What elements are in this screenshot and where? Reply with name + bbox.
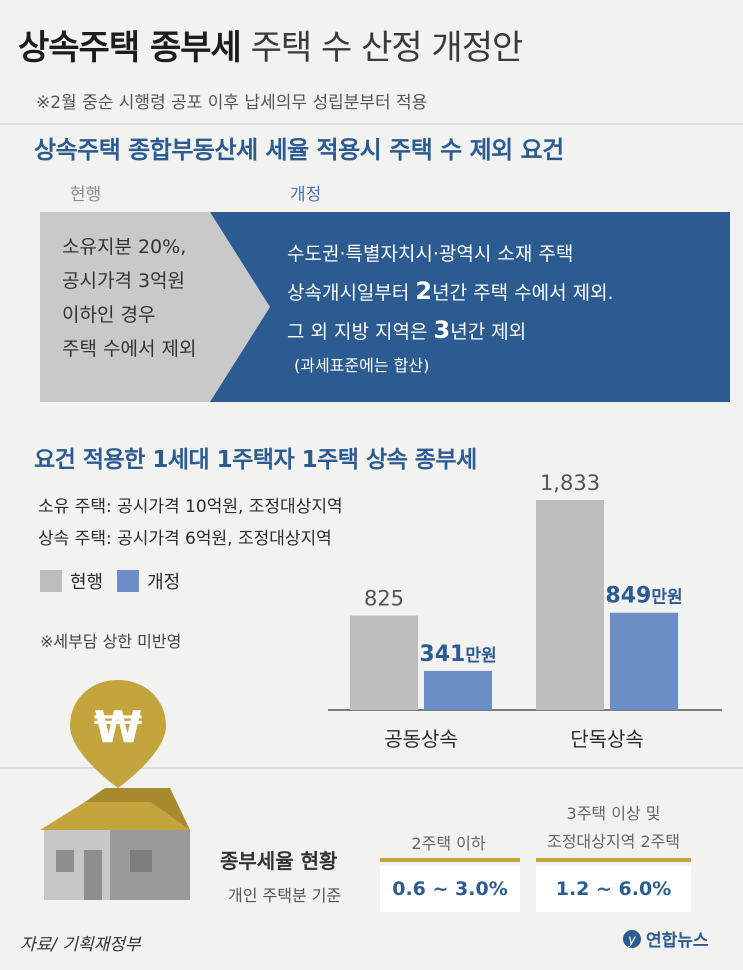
section2-title: 요건 적용한 1세대 1주택자 1주택 상속 종부세	[34, 447, 477, 473]
house-icon: ₩	[40, 680, 190, 900]
source-note: 자료/ 기획재정부	[20, 935, 141, 955]
legend-revised: 개정	[117, 568, 180, 594]
revised-text: 수도권·특별자치시·광역시 소재 주택 상속개시일부터 2년간 주택 수에서 제…	[287, 236, 614, 351]
gold-divider	[380, 858, 520, 862]
current-label: 현행	[70, 185, 102, 205]
bar-value-label: 1,833	[540, 471, 600, 495]
current-text: 소유지분 20%, 공시가격 3억원 이하인 경우 주택 수에서 제외	[62, 230, 196, 366]
current-line: 주택 수에서 제외	[62, 338, 197, 360]
current-line: 공시가격 3억원	[62, 270, 186, 292]
bar-revised	[610, 612, 678, 710]
bar-value-unit: 만원	[651, 588, 682, 608]
bar-value-label: 341만원	[419, 642, 496, 667]
revised-label: 개정	[290, 185, 322, 205]
legend-current: 현행	[40, 568, 103, 594]
page-subtitle: ※2월 중순 시행령 공포 이후 납세의무 성립분부터 적용	[36, 93, 428, 113]
legend-swatch-current	[40, 570, 62, 592]
chart-legend: 현행 개정	[40, 568, 194, 594]
revised-note: (과세표준에는 합산)	[294, 356, 430, 375]
bar-value-label: 849만원	[605, 584, 682, 609]
revised-box	[210, 212, 730, 402]
category-label: 단독상속	[570, 727, 644, 751]
rate-col2-value: 1.2 ~ 6.0%	[536, 866, 691, 912]
title-bold: 상속주택 종부세	[18, 28, 242, 68]
svg-text:y: y	[627, 933, 636, 948]
revised-line: 그 외 지방 지역은 3년간 제외	[287, 316, 527, 344]
owned-house-info: 소유 주택: 공시가격 10억원, 조정대상지역	[38, 497, 343, 517]
section1-title: 상속주택 종합부동산세 세율 적용시 주택 수 제외 요건	[34, 136, 564, 164]
rate-col1-value: 0.6 ~ 3.0%	[380, 866, 520, 912]
revised-line: 수도권·특별자치시·광역시 소재 주택	[287, 243, 574, 265]
bar-value-label: 825	[364, 586, 404, 610]
logo: y 연합뉴스	[622, 926, 709, 951]
bar-value-unit: 만원	[465, 646, 496, 666]
chart-note: ※세부담 상한 미반영	[40, 632, 182, 651]
rate-label: 종부세율 현황	[220, 849, 338, 873]
bar-current	[536, 500, 604, 710]
rate-col2-head: 3주택 이상 및 조정대상지역 2주택	[546, 804, 681, 851]
rate-col1-head: 2주택 이하	[411, 834, 486, 853]
inherited-house-info: 상속 주택: 공시가격 6억원, 조정대상지역	[38, 529, 332, 549]
bar-current	[350, 615, 418, 710]
bar-revised	[424, 670, 492, 710]
divider	[0, 767, 743, 769]
svg-text:₩: ₩	[94, 702, 143, 753]
logo-icon: y	[623, 929, 641, 948]
category-label: 공동상속	[384, 727, 458, 751]
current-line: 이하인 경우	[62, 304, 156, 326]
current-line: 소유지분 20%,	[62, 236, 187, 258]
rate-sub: 개인 주택분 기준	[228, 886, 342, 905]
divider	[0, 123, 743, 125]
legend-swatch-revised	[117, 570, 140, 592]
page-title: 상속주택 종부세 주택 수 산정 개정안	[18, 20, 524, 69]
revised-line: 상속개시일부터 2년간 주택 수에서 제외.	[287, 277, 614, 305]
gold-divider	[536, 858, 691, 862]
title-light: 주택 수 산정 개정안	[250, 28, 524, 68]
won-pin-icon: ₩	[70, 680, 166, 788]
